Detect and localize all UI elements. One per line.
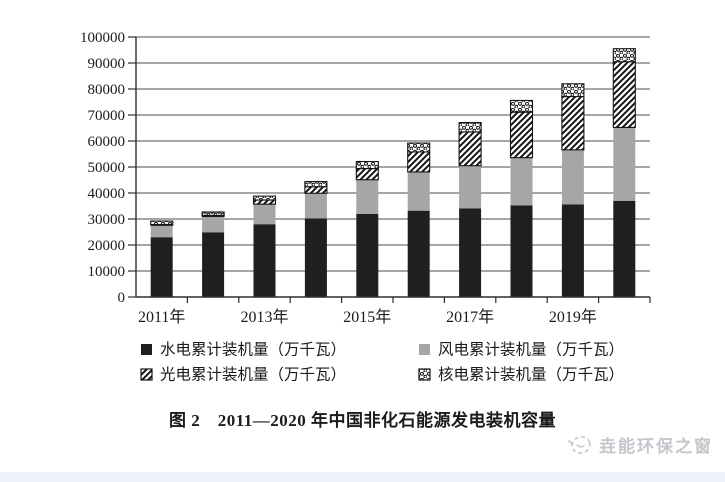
bar-segment (202, 216, 225, 233)
bar-segment (613, 127, 636, 201)
legend-item: 风电累计装机量（万千瓦） (419, 341, 624, 359)
y-axis-tick-label: 50000 (88, 160, 126, 176)
bar-segment (407, 151, 431, 173)
bar-2020 (612, 48, 636, 297)
bar-segment (304, 181, 328, 188)
bar-segment (459, 165, 482, 209)
y-axis-tick-label: 100000 (80, 30, 125, 46)
bar-2013 (252, 195, 277, 297)
bar-segment (356, 213, 379, 297)
bar-segment (613, 200, 636, 297)
bar-segment (561, 204, 584, 297)
bar-segment (510, 205, 533, 297)
bar-segment (561, 83, 585, 98)
bar-segment (304, 193, 327, 219)
bar-segment (304, 186, 328, 194)
legend-item: 光电累计装机量（万千瓦） (140, 366, 346, 384)
bar-segment (509, 99, 534, 113)
figure-caption: 图 2 2011—2020 年中国非化石能源发电装机容量 (168, 411, 557, 430)
y-axis-tick-label: 80000 (88, 82, 126, 98)
y-axis-tick-label: 10000 (88, 264, 126, 280)
bar-segment (252, 199, 277, 205)
watermark: 垚能环保之窗 (567, 431, 713, 457)
x-axis-tick-label: 2013年 (240, 308, 288, 326)
y-axis-tick-label: 40000 (88, 186, 126, 202)
bar-segment (150, 225, 173, 238)
bar-segment (458, 131, 482, 167)
y-axis-tick-label: 30000 (88, 212, 126, 228)
bar-segment (304, 218, 327, 297)
bar-segment (253, 224, 276, 297)
legend-label: 水电累计装机量（万千瓦） (160, 341, 346, 359)
stacked-bar-chart: 0 10000 20000 30000 40000 50000 60000 70000 8000… (80, 30, 651, 384)
watermark-text: 垚能环保之窗 (599, 436, 713, 456)
bar-segment (561, 95, 585, 151)
y-axis-tick-label: 90000 (88, 56, 126, 72)
legend-label: 核电累计装机量（万千瓦） (438, 366, 624, 384)
y-axis-tick-label: 70000 (88, 108, 126, 124)
bar-segment (459, 208, 482, 297)
x-axis-tick-label: 2019年 (549, 308, 597, 326)
x-axis-tick-label: 2015年 (343, 308, 391, 326)
legend-swatch-diagonal-hatch (140, 368, 153, 381)
bar-2016 (407, 142, 431, 297)
bar-2017 (458, 121, 482, 297)
bar-segment (202, 232, 225, 297)
legend-swatch-dot-grid (418, 368, 431, 381)
bar-segment (356, 179, 379, 214)
bar-segment (561, 149, 584, 205)
x-axis-tick-label: 2011年 (138, 308, 185, 326)
legend-item: 核电累计装机量（万千瓦） (418, 366, 624, 384)
bar-segment (201, 211, 225, 216)
bar-segment (150, 237, 173, 297)
legend-label: 风电累计装机量（万千瓦） (438, 341, 624, 359)
bar-segment (407, 142, 431, 153)
bar-segment (407, 171, 430, 211)
scribble-circle-icon (568, 436, 591, 454)
bar-2018 (509, 99, 534, 297)
bar-2014 (304, 181, 328, 297)
bar-segment (509, 111, 534, 159)
bar-segment (458, 121, 482, 133)
bar-segment (150, 220, 174, 226)
x-axis-tick-label: 2017年 (446, 308, 494, 326)
bar-segment (407, 210, 430, 297)
y-axis-tick-label: 20000 (88, 238, 126, 254)
bar-segment (355, 168, 379, 181)
bar-segment (252, 195, 277, 201)
legend-label: 光电累计装机量（万千瓦） (160, 366, 346, 384)
legend-swatch-solid-gray (419, 344, 430, 355)
bar-segment (355, 160, 379, 170)
bar-segment (612, 61, 636, 129)
legend-item: 水电累计装机量（万千瓦） (141, 341, 346, 359)
bar-segment (612, 48, 636, 63)
bar-2012 (201, 211, 225, 297)
legend-swatch-solid-black (141, 344, 152, 355)
bar-2011 (150, 220, 174, 297)
bar-2019 (561, 83, 585, 297)
bottom-strip (0, 472, 725, 482)
bar-2015 (355, 160, 379, 297)
y-axis-tick-label: 60000 (88, 134, 126, 150)
bar-segment (510, 157, 533, 206)
y-axis-tick-label: 0 (118, 290, 126, 306)
bar-segment (253, 204, 276, 225)
